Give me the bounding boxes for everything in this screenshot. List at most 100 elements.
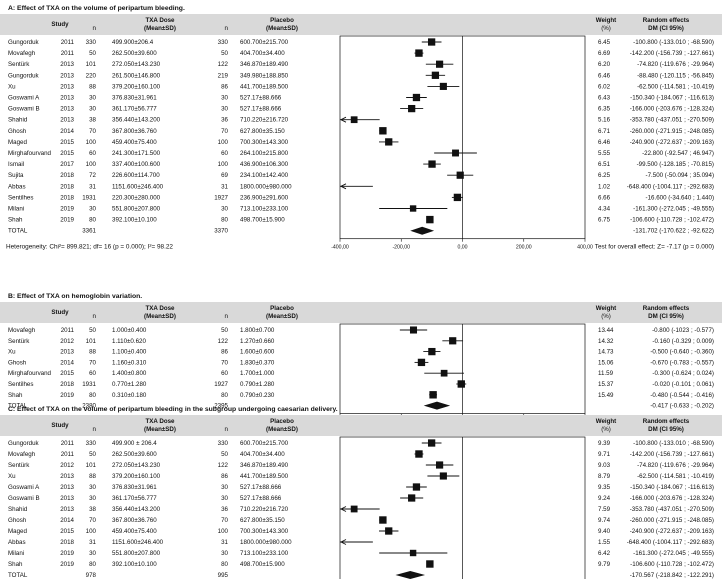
study-name: Gungorduk xyxy=(8,72,40,79)
header-placebo-meansd: (Mean±SD) xyxy=(266,426,298,433)
txa-mean-sd: 1151.600±246.400 xyxy=(112,183,164,190)
placebo-mean-sd: 710.220±216.720 xyxy=(240,506,289,513)
txa-n: 1931 xyxy=(82,381,96,388)
header-study: Study xyxy=(51,21,69,28)
random-effect-ci: -240.900 (-272.637 ; -209.163) xyxy=(630,528,714,535)
study-box xyxy=(412,483,421,491)
study-name: Goswami B xyxy=(8,495,40,502)
txa-n: 80 xyxy=(89,392,96,399)
study-weight: 9.71 xyxy=(598,451,611,458)
x-tick-label: -200,00 xyxy=(392,245,410,251)
study-name: Shah xyxy=(8,392,23,399)
study-box xyxy=(409,326,418,334)
heterogeneity-stat: Heterogeneity: Chi²= 899.821; df= 16 (p … xyxy=(6,244,173,251)
txa-n: 30 xyxy=(89,95,96,102)
study-year: 2019 xyxy=(60,206,74,213)
study-weight: 6.25 xyxy=(598,172,611,179)
header-dm: DM (CI 95%) xyxy=(648,313,684,320)
txa-n: 330 xyxy=(86,440,97,447)
study-box xyxy=(417,358,426,367)
txa-mean-sd: 367.800±36.760 xyxy=(112,128,157,135)
study-year: 2017 xyxy=(60,161,74,168)
txa-n: 88 xyxy=(89,83,96,90)
x-tick-label: -400,00 xyxy=(331,245,349,251)
txa-n: 100 xyxy=(86,139,97,146)
placebo-mean-sd: 1800.000±980.000 xyxy=(240,183,292,190)
study-box xyxy=(385,527,393,535)
placebo-n: 100 xyxy=(218,528,229,535)
study-weight: 6.42 xyxy=(598,550,611,557)
placebo-n: 60 xyxy=(221,370,228,377)
txa-mean-sd: 367.800±36.760 xyxy=(112,517,157,524)
placebo-mean-sd: 349.980±188.850 xyxy=(240,72,289,79)
total-random-effect-ci: -170.567 (-218.842 ; -122.291) xyxy=(630,572,714,579)
study-name: Shah xyxy=(8,217,23,224)
study-name: Movafegh xyxy=(8,327,36,334)
study-weight: 14.32 xyxy=(598,338,614,345)
study-name: Xu xyxy=(8,473,16,480)
study-weight: 9.03 xyxy=(598,462,611,469)
txa-n: 30 xyxy=(89,206,96,213)
txa-mean-sd: 272.050±143.230 xyxy=(112,462,161,469)
study-name: Xu xyxy=(8,349,16,356)
study-name: Movafegh xyxy=(8,50,36,57)
placebo-n: 36 xyxy=(221,117,228,124)
txa-mean-sd: 499.900±206.4 xyxy=(112,39,154,46)
placebo-n: 100 xyxy=(218,139,229,146)
study-year: 2012 xyxy=(60,462,74,469)
random-effect-ci: -648.400 (-1004.117 ; -292.683) xyxy=(627,539,714,546)
study-box xyxy=(409,205,417,212)
placebo-mean-sd: 527.17±88.666 xyxy=(240,495,282,502)
study-weight: 6.46 xyxy=(598,139,611,146)
study-box xyxy=(408,494,416,502)
study-year: 2013 xyxy=(60,95,74,102)
txa-n: 80 xyxy=(89,561,96,568)
study-name: Gungorduk xyxy=(8,39,40,46)
study-year: 2014 xyxy=(60,517,74,524)
study-box xyxy=(440,369,448,377)
study-year: 2013 xyxy=(60,83,74,90)
study-weight: 14.73 xyxy=(598,349,614,356)
placebo-n: 30 xyxy=(221,495,228,502)
study-year: 2011 xyxy=(61,451,75,458)
total-txa-n: 2380 xyxy=(82,403,96,410)
total-label: TOTAL xyxy=(8,228,28,235)
study-weight: 11.59 xyxy=(598,370,614,377)
random-effect-ci: -88.480 (-120.115 ; -56.845) xyxy=(637,72,714,79)
ci-arrow-left xyxy=(340,116,347,123)
panel-title: B: Effect of TXA on hemoglobin variation… xyxy=(8,293,142,300)
txa-n: 38 xyxy=(89,506,96,513)
txa-n: 70 xyxy=(89,128,96,135)
study-box xyxy=(426,215,434,224)
study-weight: 1.55 xyxy=(598,539,611,546)
placebo-mean-sd: 1.600±0.600 xyxy=(240,349,275,356)
random-effect-ci: -100.800 (-133.010 ; -68.590) xyxy=(633,440,714,447)
header-band xyxy=(0,415,722,436)
study-box xyxy=(439,82,447,90)
placebo-mean-sd: 1.700±1.000 xyxy=(240,370,275,377)
study-year: 2015 xyxy=(60,139,74,146)
total-placebo-n: 3370 xyxy=(214,228,228,235)
study-name: Xu xyxy=(8,83,16,90)
header-n1: n xyxy=(93,25,97,32)
study-year: 2019 xyxy=(60,561,74,568)
study-name: Maged xyxy=(8,528,27,535)
placebo-mean-sd: 710.220±216.720 xyxy=(240,117,289,124)
placebo-mean-sd: 527.17±88.666 xyxy=(240,95,282,102)
total-placebo-n: 995 xyxy=(218,572,229,579)
placebo-n: 30 xyxy=(221,106,228,113)
header-placebo-meansd: (Mean±SD) xyxy=(266,313,298,320)
placebo-n: 50 xyxy=(221,50,228,57)
txa-mean-sd: 272.050±143.230 xyxy=(112,61,161,68)
study-weight: 13.44 xyxy=(598,327,614,334)
pooled-diamond xyxy=(410,226,435,235)
ci-arrow-left xyxy=(340,539,347,545)
txa-mean-sd: 262.500±39.600 xyxy=(112,50,157,57)
txa-n: 100 xyxy=(86,528,97,535)
random-effect-ci: -142.200 (-156.739 ; -127.661) xyxy=(630,451,714,458)
header-random-effects: Random effects xyxy=(643,418,690,425)
random-effect-ci: -106.600 (-110.728 ; -102.472) xyxy=(630,217,714,224)
txa-mean-sd: 361.170±56.777 xyxy=(112,495,157,502)
header-txa-meansd: (Mean±SD) xyxy=(144,25,176,32)
study-weight: 6.66 xyxy=(598,194,611,201)
